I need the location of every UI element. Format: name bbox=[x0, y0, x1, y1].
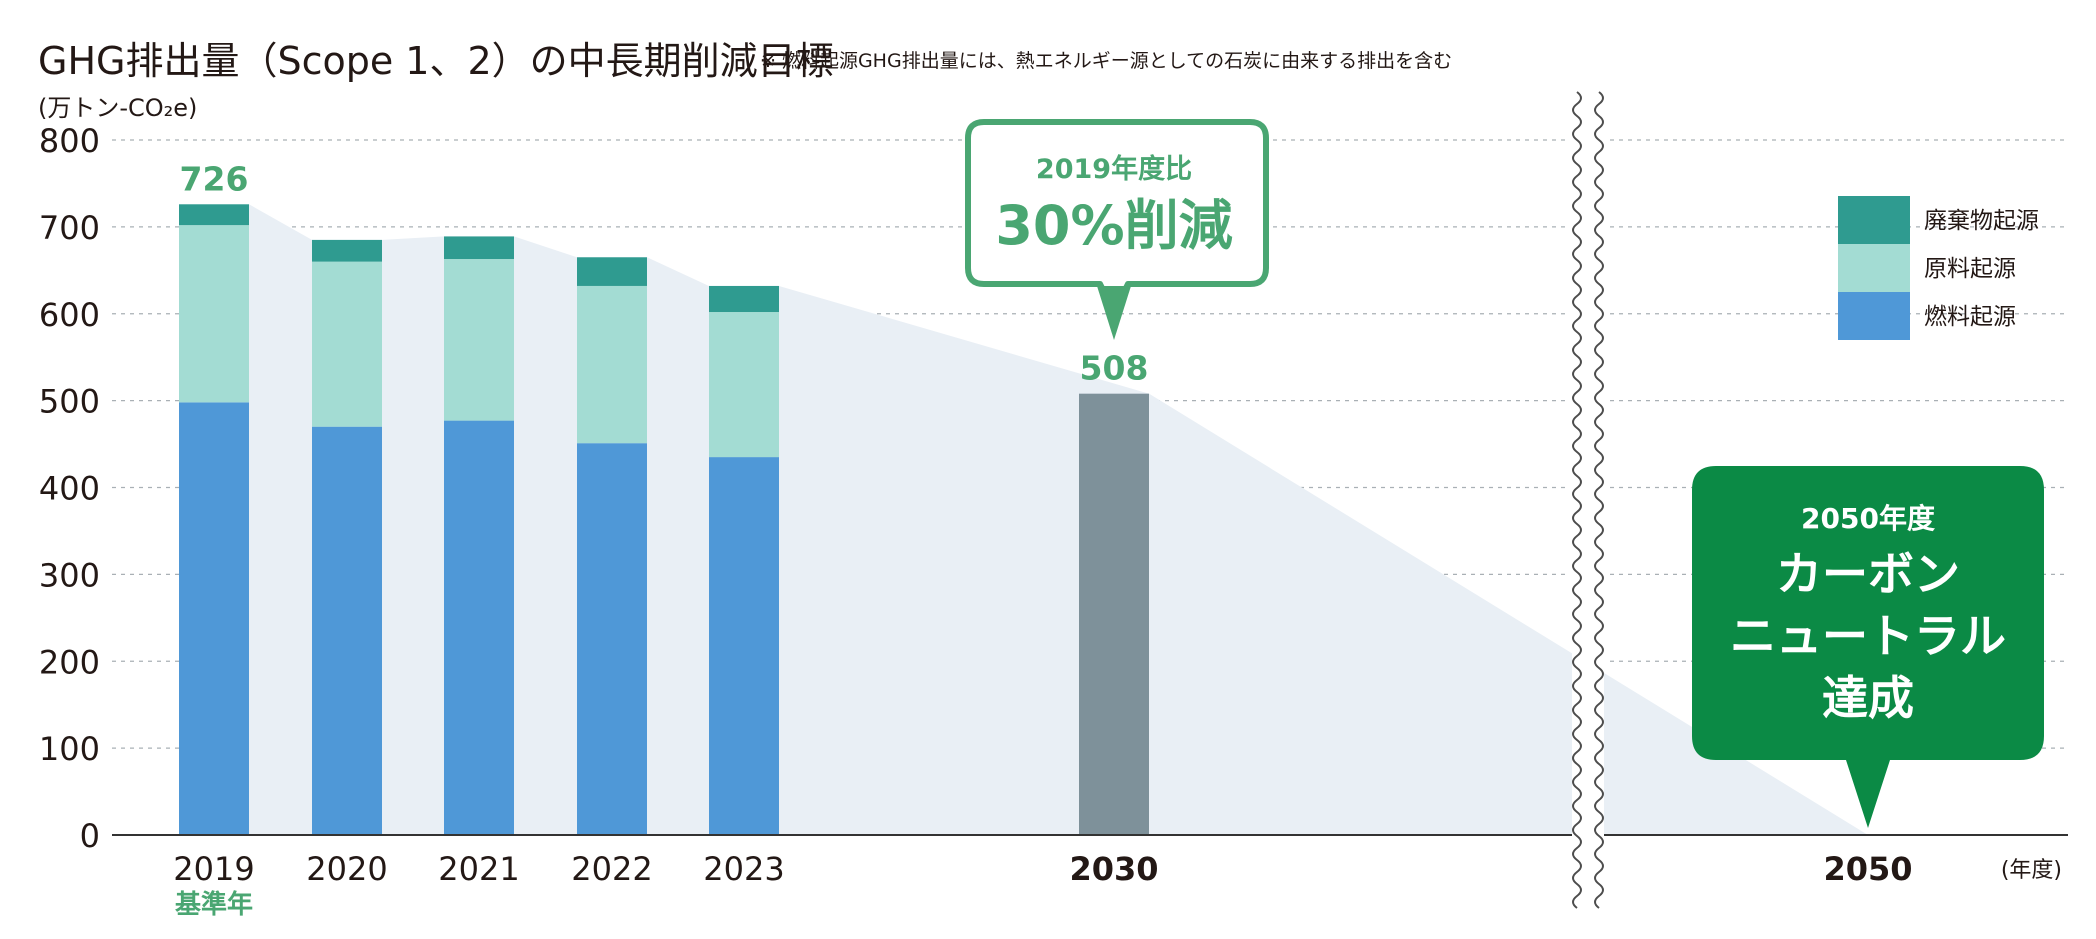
data-label: 508 bbox=[1080, 349, 1149, 388]
x-tick-label: 2019 bbox=[173, 850, 254, 888]
legend-swatch bbox=[1838, 196, 1910, 244]
x-axis-unit: (年度) bbox=[2001, 858, 2062, 883]
bar-segment-material bbox=[312, 261, 382, 427]
base-year-label: 基準年 bbox=[175, 889, 253, 920]
x-tick-label: 2020 bbox=[306, 850, 387, 888]
bar-segment-material bbox=[709, 312, 779, 458]
legend-label: 燃料起源 bbox=[1924, 304, 2016, 330]
bar-segment-fuel bbox=[709, 457, 779, 835]
bar-segment-waste bbox=[312, 239, 382, 262]
bar-segment-fuel bbox=[312, 426, 382, 835]
bar-segment-fuel bbox=[577, 443, 647, 835]
legend-label: 原料起源 bbox=[1924, 256, 2016, 282]
callout-2030-line1: 2019年度比 bbox=[1036, 153, 1192, 185]
y-tick-label: 700 bbox=[39, 209, 100, 247]
callout-2050-line4: 達成 bbox=[1822, 671, 1914, 725]
x-tick-label: 2023 bbox=[703, 850, 784, 888]
x-tick-label: 2050 bbox=[1823, 850, 1912, 888]
data-label: 726 bbox=[180, 159, 249, 198]
y-tick-label: 800 bbox=[39, 122, 100, 160]
bar-segment-waste bbox=[577, 257, 647, 286]
legend-swatch bbox=[1838, 292, 1910, 340]
page-title: GHG排出量（Scope 1、2）の中長期削減目標 bbox=[38, 39, 834, 83]
reduction-trend-band bbox=[249, 204, 1868, 836]
callout-2030-pointer bbox=[1097, 286, 1131, 340]
axis-break-line bbox=[1594, 91, 1604, 909]
y-tick-label: 100 bbox=[39, 730, 100, 768]
callout-2050-box bbox=[1692, 466, 2044, 828]
footnote: ※ 燃料起源GHG排出量には、熱エネルギー源としての石炭に由来する排出を含む bbox=[760, 50, 1453, 72]
x-tick-label: 2021 bbox=[438, 850, 519, 888]
bar-segment-material bbox=[179, 225, 249, 403]
y-tick-label: 400 bbox=[39, 470, 100, 508]
x-tick-label: 2030 bbox=[1069, 850, 1158, 888]
callout-2050-line1: 2050年度 bbox=[1801, 502, 1935, 535]
y-tick-label: 600 bbox=[39, 296, 100, 334]
bar-segment-waste bbox=[444, 236, 514, 260]
bar-segment-fuel bbox=[179, 402, 249, 835]
legend-label: 廃棄物起源 bbox=[1924, 208, 2039, 234]
callout-2030-line2: 30%削減 bbox=[995, 194, 1232, 257]
y-tick-label: 500 bbox=[39, 383, 100, 421]
y-tick-label: 0 bbox=[80, 817, 100, 855]
bar-segment-material bbox=[444, 259, 514, 421]
bar-segment-material bbox=[577, 285, 647, 444]
x-tick-label: 2022 bbox=[571, 850, 652, 888]
y-tick-label: 300 bbox=[39, 556, 100, 594]
target-bar-2030 bbox=[1079, 393, 1149, 835]
y-axis-unit: (万トン-CO₂e) bbox=[38, 94, 198, 122]
bar-segment-fuel bbox=[444, 420, 514, 835]
callout-2050-line2: カーボン bbox=[1776, 547, 1960, 601]
bar-segment-waste bbox=[709, 285, 779, 313]
callout-2050-line3: ニュートラル bbox=[1730, 609, 2006, 663]
legend-swatch bbox=[1838, 244, 1910, 292]
bar-segment-waste bbox=[179, 204, 249, 226]
y-tick-label: 200 bbox=[39, 643, 100, 681]
axis-break-line bbox=[1572, 91, 1582, 909]
